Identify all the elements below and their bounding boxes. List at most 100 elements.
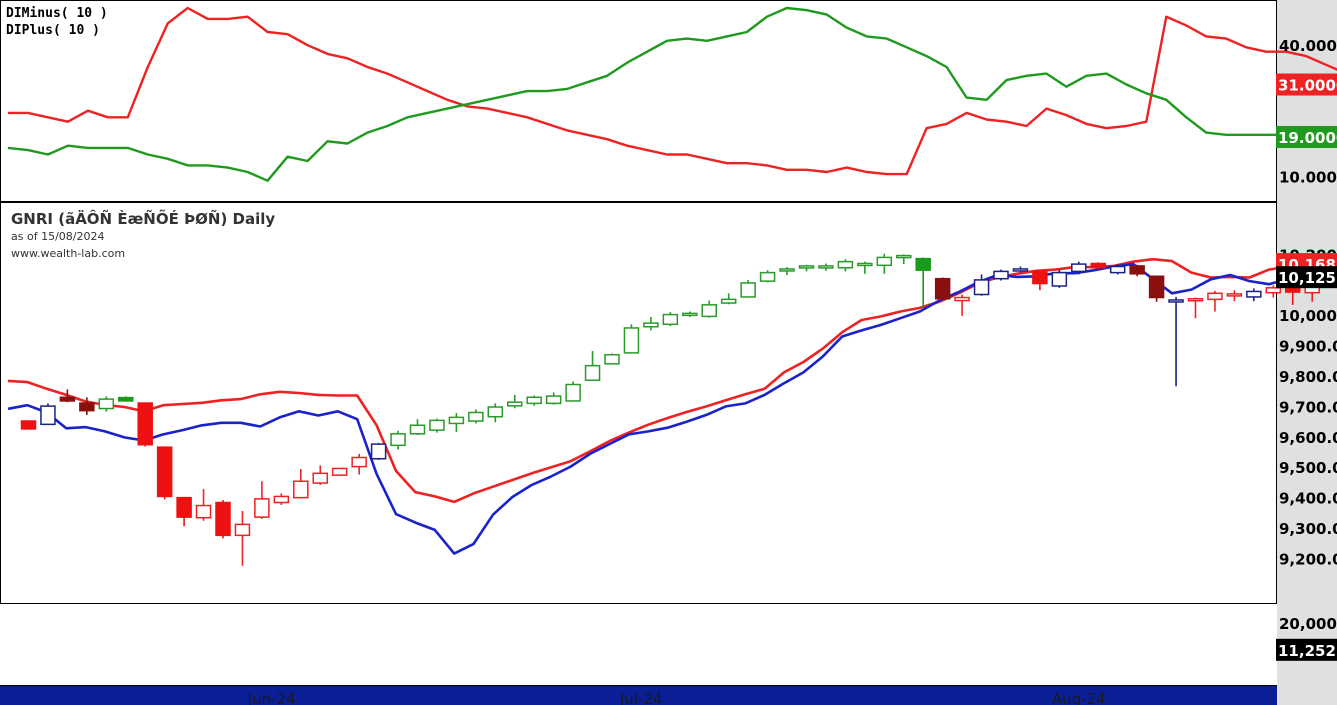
candle (1187, 297, 1204, 319)
candle-body (390, 433, 406, 447)
candle (896, 254, 912, 265)
candle (312, 465, 328, 485)
candle (59, 389, 76, 403)
candle (720, 293, 737, 305)
candle-body (215, 501, 231, 537)
candle-body (837, 260, 854, 269)
candle (254, 481, 270, 519)
y-axis-strip (1277, 0, 1337, 705)
price-tick-label: 9,700.0 (1279, 398, 1337, 416)
candle (565, 381, 581, 402)
candle-body (896, 254, 912, 259)
candle (973, 274, 990, 296)
candle-body (312, 472, 328, 484)
candle (876, 253, 893, 274)
candle (215, 500, 231, 539)
price-chart-date: as of 15/08/2024 (11, 230, 104, 243)
x-axis: Jun-24 Jul-24 Aug-24 (247, 690, 1106, 705)
price-pane-border (0, 202, 1277, 604)
candle (682, 311, 698, 318)
candle (545, 392, 562, 405)
price-tick-label: 9,300.0 (1279, 520, 1337, 538)
candle (1109, 264, 1126, 275)
candle (1207, 290, 1223, 312)
legend-diplus: DIPlus( 10 ) (6, 23, 100, 38)
candle (234, 511, 251, 566)
candle (156, 446, 173, 500)
candle-body (876, 256, 893, 267)
diminus-line (8, 6, 1337, 176)
candle-body (137, 402, 153, 446)
volume-tick-label: 20,000 (1279, 615, 1337, 633)
candle-body (507, 401, 523, 407)
y-axis: 40.000010.000031.000019.000010,20010,000… (1276, 37, 1337, 661)
candle-body (468, 411, 484, 422)
di-indicator-pane (7, 6, 1337, 182)
candle-body (234, 523, 251, 537)
indicator-last-value-badge: 19.0000 (1276, 125, 1337, 148)
candle-body (915, 257, 931, 271)
candle-body (701, 304, 717, 318)
candle-body (1265, 287, 1282, 294)
candle (662, 312, 679, 327)
candle-body (370, 443, 387, 460)
candle-body (662, 313, 679, 326)
price-chart-title: GNRI (ãÄÔÑ ÈæÑÕÉ ÞØÑ) Daily (11, 209, 275, 228)
candle-body (98, 398, 115, 410)
candle-body (682, 312, 698, 317)
x-tick-label: Jul-24 (619, 690, 663, 705)
candle (331, 467, 348, 476)
candle (273, 493, 290, 505)
candle (390, 430, 406, 450)
candle (798, 264, 815, 272)
candle (293, 469, 309, 499)
candle-body (604, 353, 620, 365)
candle-body (584, 364, 601, 382)
candle-body (954, 296, 970, 302)
candle-body (779, 268, 795, 272)
candle (351, 453, 367, 475)
price-tick-label: 9,500.0 (1279, 459, 1337, 477)
legend-diminus: DIMinus( 10 ) (6, 6, 108, 21)
x-tick-label: Aug-24 (1052, 690, 1106, 705)
candle-body (818, 265, 834, 269)
candle-body (1226, 293, 1243, 297)
candle-body (1051, 271, 1068, 287)
candle-body (759, 271, 776, 282)
candle (448, 413, 465, 432)
candle (1032, 270, 1048, 291)
candle-body (1129, 265, 1145, 275)
badge-bg (1276, 125, 1337, 148)
candle-body (1246, 290, 1262, 298)
candle (137, 402, 153, 447)
price-chart-source: www.wealth-lab.com (11, 247, 125, 260)
candle-body (934, 277, 951, 300)
candle (740, 279, 756, 298)
badge-label: 11,252 (1278, 642, 1336, 660)
price-tick-label: 9,900.0 (1279, 338, 1337, 356)
candle (1148, 275, 1165, 302)
candle (468, 409, 484, 424)
candle-body (526, 396, 542, 405)
price-tick-label: 9,400.0 (1279, 490, 1337, 508)
candle (1265, 285, 1282, 298)
candle (1129, 264, 1145, 277)
candle-body (740, 282, 756, 298)
candle (1168, 296, 1184, 387)
candle-body (40, 405, 56, 426)
candle (643, 317, 659, 331)
candle-body (79, 402, 95, 412)
candle-body (487, 406, 504, 418)
candle (1051, 269, 1068, 288)
candle (429, 418, 445, 433)
candle (195, 489, 212, 521)
candle-body (1168, 299, 1184, 303)
candle-body (1012, 268, 1029, 272)
candle-body (643, 322, 659, 328)
badge-bg (1276, 266, 1337, 289)
candle (1090, 262, 1106, 270)
candle-body (448, 416, 465, 425)
candle-body (1148, 275, 1165, 299)
price-pane (7, 253, 1337, 566)
